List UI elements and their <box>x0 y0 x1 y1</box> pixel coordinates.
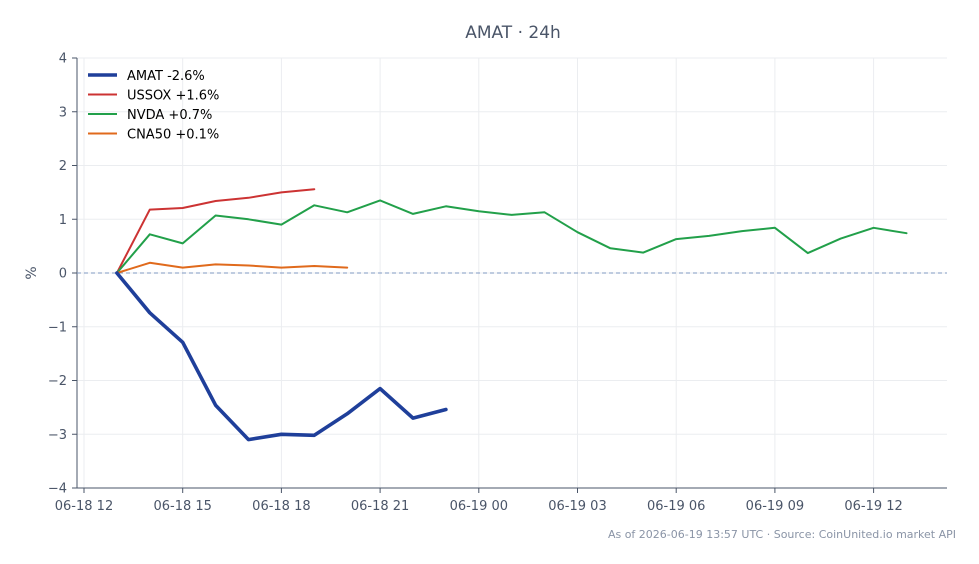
legend-label-cna50: CNA50 +0.1% <box>127 128 219 143</box>
y-tick-label: −1 <box>48 320 67 335</box>
x-tick-label: 06-18 21 <box>351 499 409 514</box>
series-line-cna50 <box>115 261 349 274</box>
x-tick-label: 06-18 15 <box>153 499 211 514</box>
x-tick-label: 06-19 06 <box>647 499 705 514</box>
legend-label-nvda: NVDA +0.7% <box>127 108 212 123</box>
x-tick-label: 06-18 18 <box>252 499 310 514</box>
legend: AMAT -2.6% USSOX +1.6% NVDA +0.7% CNA50 +0.… <box>88 69 219 143</box>
y-tick-label: −3 <box>48 428 67 443</box>
y-tick-label: 1 <box>59 213 67 228</box>
series-line-amat <box>115 271 448 442</box>
x-tick-label: 06-19 03 <box>548 499 606 514</box>
x-tick-label: 06-19 09 <box>746 499 804 514</box>
y-axis-label: % <box>24 266 40 279</box>
legend-label-amat: AMAT -2.6% <box>127 69 205 84</box>
axes: 4 3 2 1 0 −1 −2 −3 −4 06-18 12 06-18 15 06-18 18 06-… <box>48 52 947 514</box>
y-tick-label: 4 <box>59 52 67 67</box>
y-tick-label: −2 <box>48 374 67 389</box>
x-tick-label: 06-19 12 <box>844 499 902 514</box>
y-tick-label: 0 <box>59 267 67 282</box>
y-tick-label: −4 <box>48 482 67 497</box>
x-tick-label: 06-19 00 <box>450 499 508 514</box>
footer-note: As of 2026-06-19 13:57 UTC · Source: Coi… <box>608 528 956 541</box>
series-line-nvda <box>115 199 908 274</box>
y-tick-label: 2 <box>59 159 67 174</box>
y-tick-label: 3 <box>59 105 67 120</box>
series-lines <box>115 188 908 442</box>
series-line-ussox <box>115 188 316 274</box>
legend-label-ussox: USSOX +1.6% <box>127 89 219 104</box>
chart-title: AMAT · 24h <box>465 23 561 43</box>
x-tick-label: 06-18 12 <box>55 499 113 514</box>
